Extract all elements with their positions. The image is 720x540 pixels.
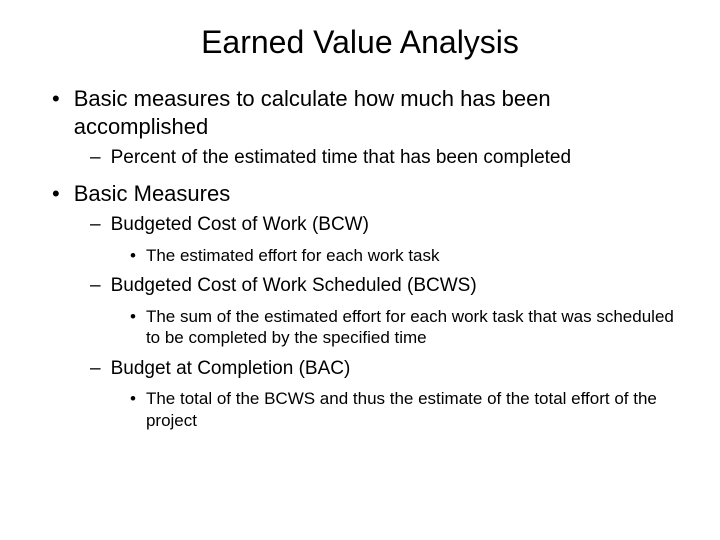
bullet-item-l3: • The estimated effort for each work tas… — [130, 245, 690, 266]
bullet-text: The estimated effort for each work task — [146, 245, 440, 266]
dash-marker-icon: – — [90, 357, 101, 381]
bullet-text: Budgeted Cost of Work (BCW) — [111, 213, 369, 237]
bullet-marker-icon: • — [130, 388, 136, 431]
bullet-marker-icon: • — [52, 180, 60, 208]
bullet-item-l2: – Budgeted Cost of Work Scheduled (BCWS) — [90, 274, 690, 298]
dash-marker-icon: – — [90, 146, 101, 170]
bullet-item-l2: – Budget at Completion (BAC) — [90, 357, 690, 381]
bullet-marker-icon: • — [130, 306, 136, 349]
bullet-item-l1: • Basic measures to calculate how much h… — [52, 85, 690, 140]
bullet-item-l1: • Basic Measures — [52, 180, 690, 208]
bullet-text: Budgeted Cost of Work Scheduled (BCWS) — [111, 274, 477, 298]
bullet-item-l2: – Percent of the estimated time that has… — [90, 146, 690, 170]
bullet-marker-icon: • — [52, 85, 60, 140]
bullet-item-l3: • The total of the BCWS and thus the est… — [130, 388, 690, 431]
bullet-text: Budget at Completion (BAC) — [111, 357, 351, 381]
bullet-text: Percent of the estimated time that has b… — [111, 146, 572, 170]
bullet-marker-icon: • — [130, 245, 136, 266]
dash-marker-icon: – — [90, 274, 101, 298]
bullet-text: Basic Measures — [74, 180, 231, 208]
bullet-item-l2: – Budgeted Cost of Work (BCW) — [90, 213, 690, 237]
bullet-text: The sum of the estimated effort for each… — [146, 306, 690, 349]
dash-marker-icon: – — [90, 213, 101, 237]
bullet-text: Basic measures to calculate how much has… — [74, 85, 690, 140]
bullet-text: The total of the BCWS and thus the estim… — [146, 388, 690, 431]
slide-title: Earned Value Analysis — [30, 24, 690, 61]
bullet-item-l3: • The sum of the estimated effort for ea… — [130, 306, 690, 349]
